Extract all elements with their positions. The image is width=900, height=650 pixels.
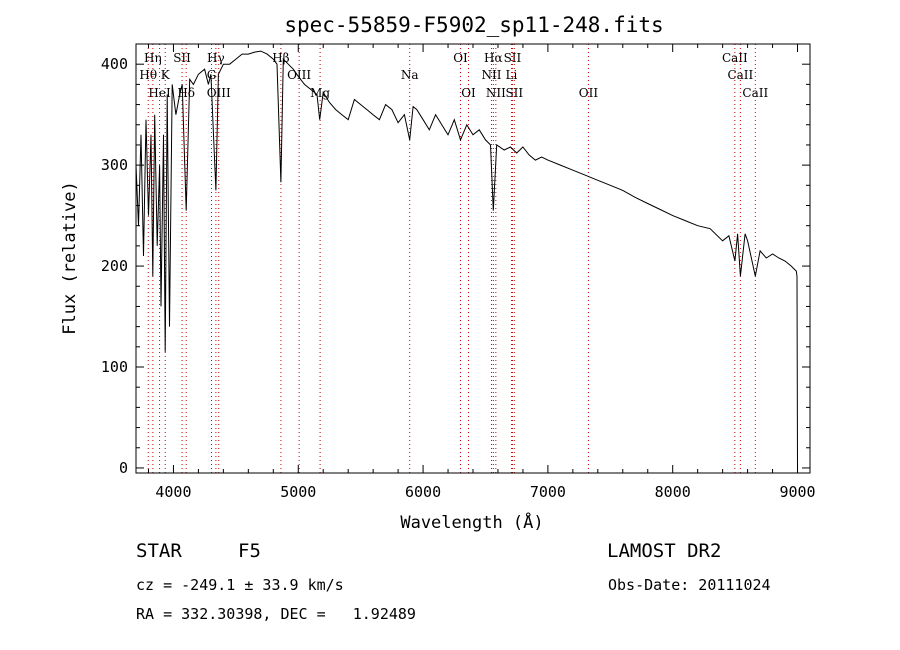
x-tick-label: 5000 xyxy=(280,483,316,501)
line-marker-label: NII xyxy=(481,68,501,82)
y-tick-label: 0 xyxy=(119,459,128,477)
y-tick-label: 300 xyxy=(101,156,128,174)
x-tick-label: 9000 xyxy=(779,483,815,501)
y-tick-label: 400 xyxy=(101,55,128,73)
y-tick-label: 100 xyxy=(101,358,128,376)
line-marker-label: NII xyxy=(486,86,506,100)
x-tick-label: 6000 xyxy=(405,483,441,501)
line-marker-label: Hθ xyxy=(139,68,157,82)
line-marker-label: Hα xyxy=(484,51,503,65)
line-marker-label: SII xyxy=(504,51,522,65)
line-marker-label: Hη xyxy=(144,51,162,65)
x-tick-label: 7000 xyxy=(530,483,566,501)
line-marker-label: OI xyxy=(461,86,476,100)
line-marker-label: HeI xyxy=(148,86,171,100)
survey-name: LAMOST DR2 xyxy=(607,540,722,562)
spectrum-line xyxy=(135,50,798,469)
y-axis-label: Flux (relative) xyxy=(60,181,80,335)
line-marker-label: G xyxy=(207,68,217,82)
object-class: STAR xyxy=(136,540,182,562)
object-subclass: F5 xyxy=(238,540,261,562)
plot-frame xyxy=(135,43,811,474)
line-marker-label: CaII xyxy=(727,68,753,82)
line-marker-label: Mg xyxy=(310,86,330,100)
line-marker-label: Hδ xyxy=(177,86,195,100)
line-marker-label: OI xyxy=(453,51,468,65)
axis-ticks: 4000 5000 6000 7000 8000 9000 0 100 200 300 400 xyxy=(101,44,816,501)
x-axis-label: Wavelength (Å) xyxy=(400,511,543,533)
line-marker-label: OII xyxy=(579,86,599,100)
line-marker-label: CaII xyxy=(722,51,748,65)
line-marker-label: Na xyxy=(401,68,419,82)
line-marker-label: Hγ xyxy=(207,51,225,65)
coordinates-text: RA = 332.30398, DEC = 1.92489 xyxy=(136,605,416,623)
line-marker-label: OIII xyxy=(207,86,231,100)
y-tick-label: 200 xyxy=(101,257,128,275)
line-marker-label: SII xyxy=(173,51,191,65)
line-marker-label: K xyxy=(161,68,171,82)
line-marker-label: OIII xyxy=(287,68,311,82)
obs-date-text: Obs-Date: 20111024 xyxy=(608,576,771,594)
chart-title: spec-55859-F5902_sp11-248.fits xyxy=(284,13,663,37)
x-tick-label: 4000 xyxy=(155,483,191,501)
line-marker-label: Li xyxy=(506,68,518,82)
line-marker-label: SII xyxy=(505,86,523,100)
x-tick-label: 8000 xyxy=(655,483,691,501)
line-marker-label: CaII xyxy=(742,86,768,100)
redshift-text: cz = -249.1 ± 33.9 km/s xyxy=(136,576,344,594)
